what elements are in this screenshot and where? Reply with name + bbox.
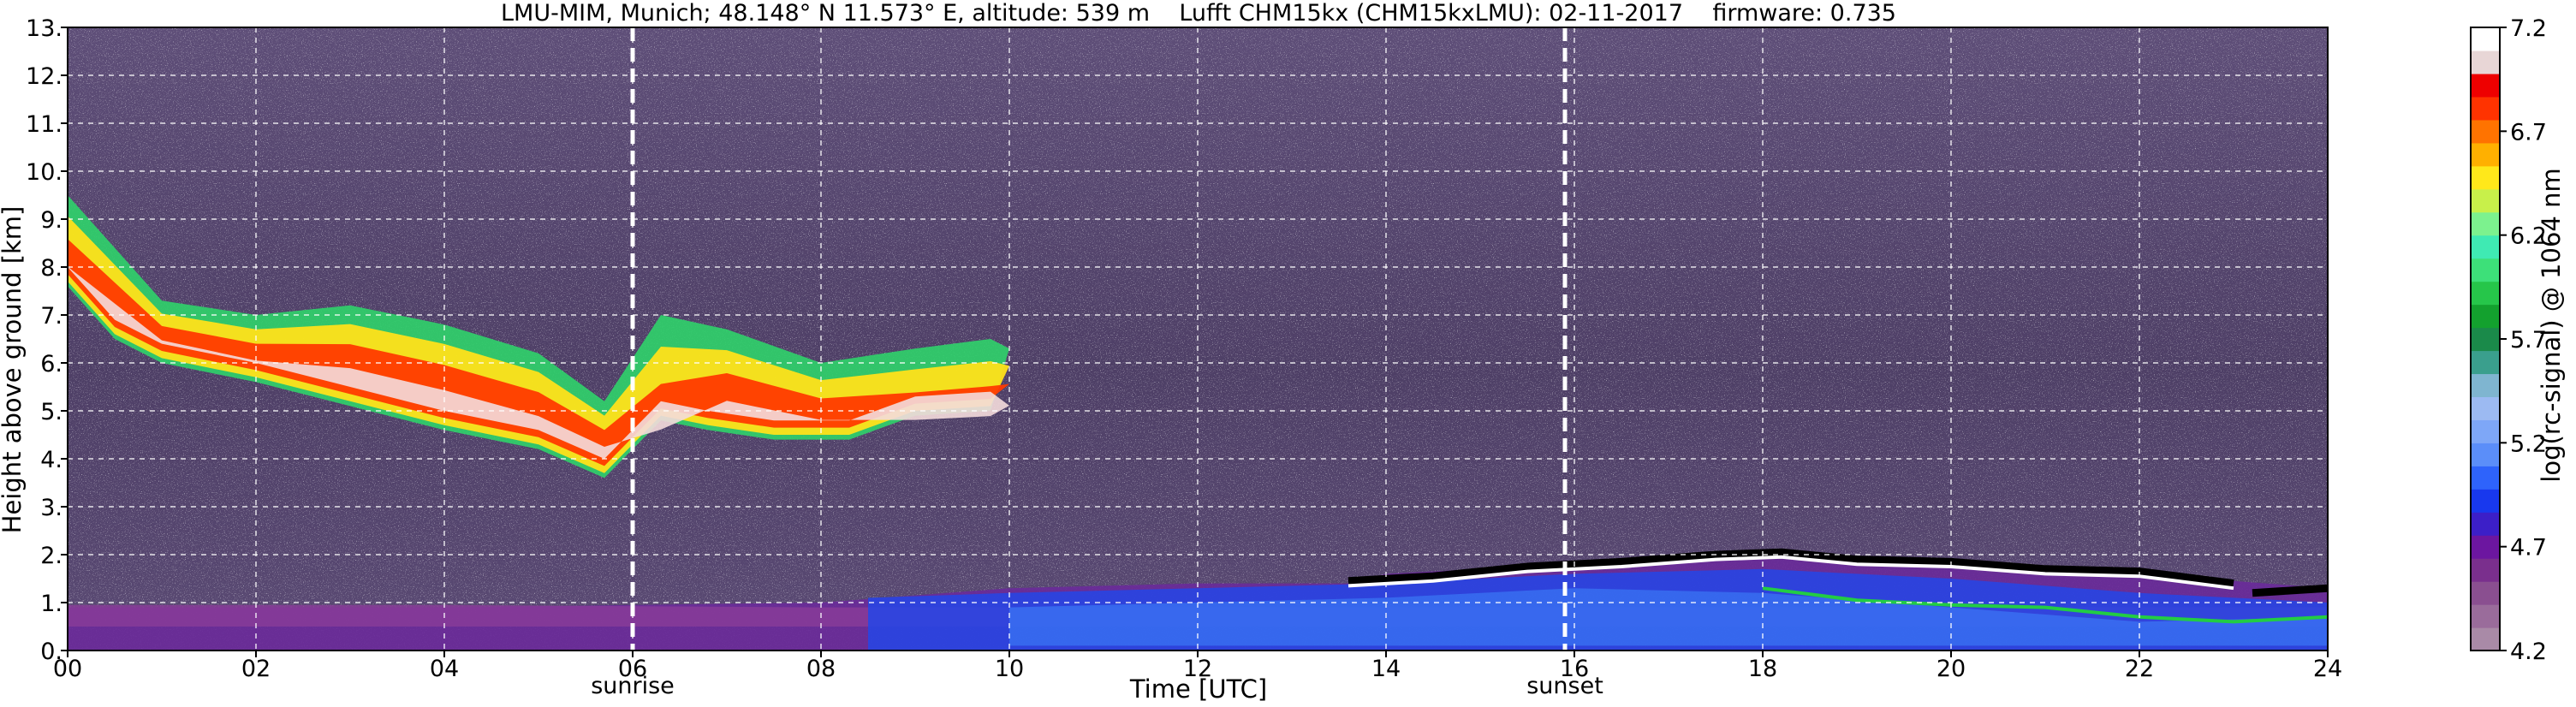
colorbar-segment: [2471, 258, 2500, 282]
colorbar-tick-label: 4.2: [2510, 639, 2547, 665]
colorbar-segment: [2471, 73, 2500, 98]
event-label-sunset: sunset: [1526, 673, 1603, 699]
y-tick-label: 1.: [40, 591, 62, 617]
cirrus-cloud-core: [68, 239, 1009, 466]
x-tick-label: 24: [2313, 656, 2342, 682]
colorbar-ticks: 4.2 4.7 5.2 5.7 6.2 6.7 7.2: [2500, 15, 2547, 665]
y-tick-label: 7.: [40, 303, 62, 330]
colorbar-segment: [2471, 581, 2500, 605]
colorbar-segment: [2471, 304, 2500, 329]
colorbar-tick-label: 7.2: [2510, 15, 2547, 42]
y-axis-title: Height above ground [km]: [0, 206, 27, 534]
colorbar-segment: [2471, 466, 2500, 490]
colorbar-segment: [2471, 211, 2500, 236]
colorbar-segment: [2471, 27, 2500, 51]
colorbar-segment: [2471, 535, 2500, 559]
colorbar-tick-label: 5.2: [2510, 431, 2547, 457]
colorbar-tick-label: 4.7: [2510, 535, 2547, 561]
colorbar-segment: [2471, 165, 2500, 190]
chart-title: LMU-MIM, Munich; 48.148° N 11.573° E, al…: [501, 0, 1896, 27]
y-tick-label: 5.: [40, 399, 62, 425]
colorbar-label: log(rc-signal) @ 1064 nm: [2537, 168, 2566, 482]
colorbar: [2470, 27, 2501, 651]
colorbar-segment: [2471, 512, 2500, 536]
evening-layer-top: [1762, 586, 2328, 624]
y-tick-label: 12.: [26, 63, 62, 90]
y-tick-label: 9.: [40, 207, 62, 234]
colorbar-segment: [2471, 188, 2500, 213]
event-label-sunrise: sunrise: [591, 673, 675, 699]
lower-aerosol-layer: [1009, 588, 2328, 646]
y-tick-label: 10.: [26, 159, 62, 186]
colorbar-segment: [2471, 396, 2500, 420]
colorbar-tick-label: 5.7: [2510, 327, 2547, 354]
x-tick-label: 12: [1183, 656, 1212, 682]
colorbar-segment: [2471, 327, 2500, 352]
x-tick-label: 22: [2125, 656, 2154, 682]
x-tick-label: 00: [53, 656, 82, 682]
colorbar-segment: [2471, 50, 2500, 74]
x-tick-label: 20: [1936, 656, 1966, 682]
colorbar-segment: [2471, 235, 2500, 259]
colorbar-segment: [2471, 373, 2500, 398]
y-axis-ticks: 0. 1. 2. 3. 4. 5. 6. 7. 8. 9. 10. 11. 12. 13.: [26, 15, 68, 665]
x-tick-label: 10: [995, 656, 1024, 682]
x-tick-label: 02: [241, 656, 271, 682]
colorbar-segment: [2471, 489, 2500, 513]
residual-layer-edge-late: [2252, 584, 2328, 597]
y-tick-label: 3.: [40, 495, 62, 521]
x-tick-label: 04: [430, 656, 459, 682]
y-tick-label: 4.: [40, 447, 62, 473]
colorbar-tick-label: 6.7: [2510, 119, 2547, 146]
event-markers: sunrise sunset: [591, 27, 1603, 699]
colorbar-segment: [2471, 142, 2500, 167]
y-tick-label: 0.: [40, 639, 62, 665]
colorbar-segment: [2471, 419, 2500, 443]
colorbar-segment: [2471, 604, 2500, 628]
x-tick-label: 14: [1371, 656, 1401, 682]
x-axis-title: Time [UTC]: [1129, 674, 1267, 704]
x-tick-label: 06: [618, 656, 647, 682]
cirrus-cloud-peak: [68, 266, 1009, 459]
residual-layer-edge: [1347, 548, 2234, 588]
y-tick-label: 8.: [40, 255, 62, 282]
residual-layer-top: [1347, 555, 2234, 591]
x-tick-label: 16: [1560, 656, 1589, 682]
y-tick-label: 2.: [40, 543, 62, 569]
x-tick-label: 18: [1748, 656, 1777, 682]
colorbar-tick-label: 6.2: [2510, 223, 2547, 250]
colorbar-segment: [2471, 627, 2500, 651]
colorbar-segment: [2471, 96, 2500, 121]
colorbar-segment: [2471, 119, 2500, 144]
colorbar-segment: [2471, 281, 2500, 306]
x-tick-label: 08: [806, 656, 836, 682]
x-axis-ticks: 00 02 04 06 08 10 12 14 16 18 20 22 24: [53, 651, 2342, 682]
y-tick-label: 11.: [26, 111, 62, 138]
colorbar-segment: [2471, 443, 2500, 466]
y-tick-label: 13.: [26, 15, 62, 42]
colorbar-segment: [2471, 350, 2500, 375]
colorbar-segment: [2471, 558, 2500, 582]
y-tick-label: 6.: [40, 351, 62, 377]
